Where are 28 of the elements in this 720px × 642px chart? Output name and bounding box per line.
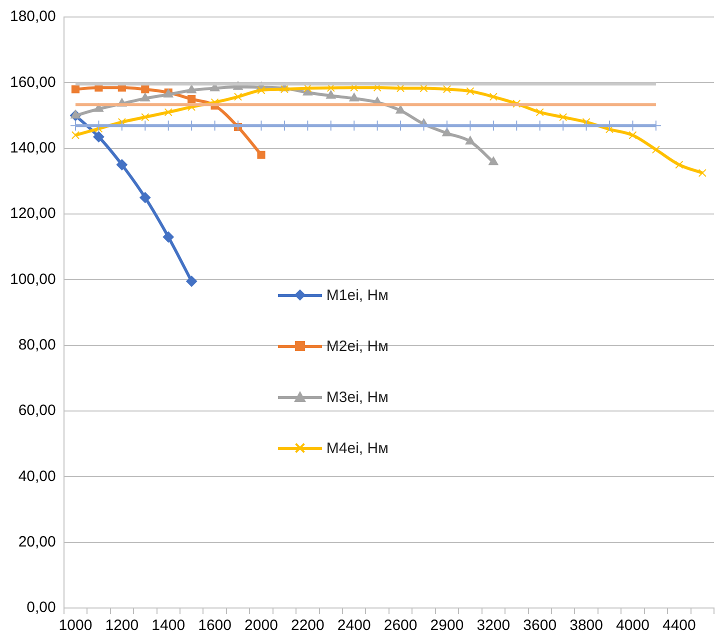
y-tick-label: 120,00 <box>10 205 56 222</box>
y-tick-label: 180,00 <box>10 8 56 26</box>
y-tick-label: 140,00 <box>10 139 56 156</box>
legend-label: M1ei, Нм <box>326 286 388 304</box>
x-tick-label: 4400 <box>662 617 696 634</box>
x-tick-label: 2000 <box>244 617 278 634</box>
x-tick-label: 2400 <box>337 617 371 634</box>
y-tick-label: 0,00 <box>26 599 56 616</box>
y-tick-label: 20,00 <box>18 533 56 550</box>
x-tick-label: 3800 <box>570 617 603 634</box>
legend-label: M3ei, Нм <box>326 388 388 406</box>
legend-label: M4ei, Нм <box>326 440 388 457</box>
x-tick-label: 2600 <box>384 617 418 634</box>
y-tick-label: 160,00 <box>10 74 56 91</box>
x-tick-label: 1600 <box>198 617 232 634</box>
x-tick-label: 1400 <box>152 617 186 634</box>
x-tick-label: 2200 <box>290 617 324 634</box>
x-tick-label: 3600 <box>523 617 557 634</box>
y-tick-label: 40,00 <box>18 468 56 485</box>
x-tick-label: 2900 <box>430 617 464 634</box>
y-tick-label: 80,00 <box>18 336 56 354</box>
legend-label: M2ei, Нм <box>326 338 388 355</box>
x-tick-label: 3200 <box>476 617 510 634</box>
x-tick-label: 4000 <box>616 617 650 634</box>
y-tick-label: 60,00 <box>18 402 56 420</box>
y-tick-label: 100,00 <box>10 270 56 288</box>
x-tick-label: 1200 <box>105 617 139 634</box>
x-tick-label: 1000 <box>58 617 92 634</box>
